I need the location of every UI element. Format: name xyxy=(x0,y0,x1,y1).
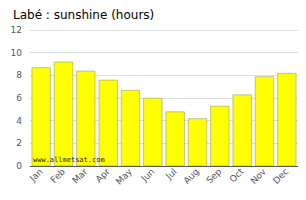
svg-text:8: 8 xyxy=(16,70,22,80)
svg-text:Sep: Sep xyxy=(204,166,223,185)
svg-text:Jun: Jun xyxy=(139,166,157,184)
svg-text:www.allmetsat.com: www.allmetsat.com xyxy=(33,156,105,164)
svg-text:May: May xyxy=(114,166,135,187)
svg-text:Nov: Nov xyxy=(249,166,269,186)
svg-text:10: 10 xyxy=(11,48,23,58)
svg-text:Mar: Mar xyxy=(70,166,89,185)
svg-text:4: 4 xyxy=(16,116,22,126)
svg-text:Oct: Oct xyxy=(228,166,246,184)
svg-text:12: 12 xyxy=(11,25,22,35)
svg-text:6: 6 xyxy=(16,93,22,103)
svg-text:2: 2 xyxy=(16,138,22,148)
svg-text:Jan: Jan xyxy=(27,166,45,184)
svg-text:0: 0 xyxy=(16,161,22,171)
svg-text:Jul: Jul xyxy=(163,166,178,181)
svg-text:Aug: Aug xyxy=(182,166,201,185)
svg-text:Apr: Apr xyxy=(94,166,112,184)
svg-text:Labé : sunshine (hours): Labé : sunshine (hours) xyxy=(13,8,154,22)
svg-text:Feb: Feb xyxy=(49,166,68,185)
svg-text:Dec: Dec xyxy=(271,166,290,185)
